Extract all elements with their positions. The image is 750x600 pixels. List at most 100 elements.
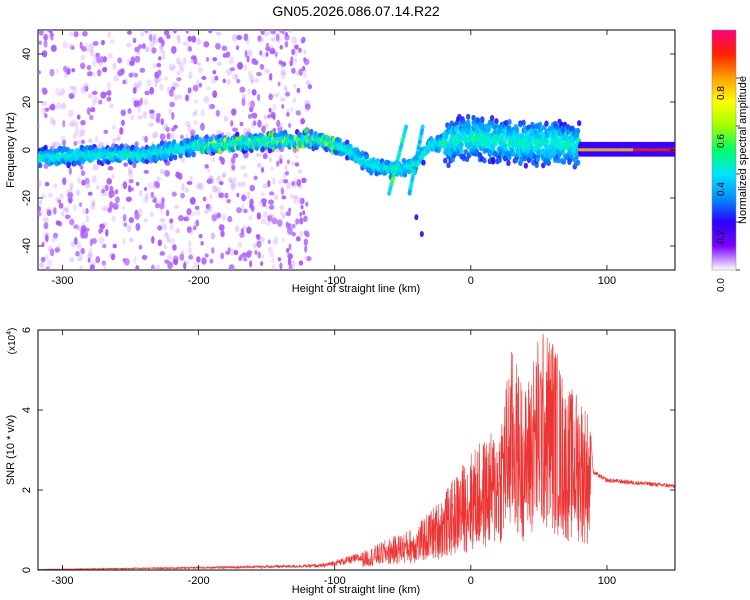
spectrogram-cell (164, 259, 170, 264)
spectrogram-cell (284, 41, 289, 48)
spectrogram-cell (92, 59, 96, 68)
spectrogram-cell (239, 86, 246, 93)
spectrogram-cell (493, 140, 498, 147)
spectrogram-cell (44, 254, 49, 261)
snr-y-ticks: 0 2 4 6 (21, 327, 675, 573)
spectrogram-cell (69, 256, 75, 263)
spectrogram-cell (173, 30, 177, 34)
spectrogram-cell (230, 183, 236, 191)
spectrogram-cell (575, 159, 581, 166)
spectrogram-cell (421, 159, 426, 166)
spectrogram-cell (188, 246, 192, 255)
spectrogram-cell (112, 243, 117, 249)
spectrogram-cell (489, 114, 495, 121)
spectrogram-cell (87, 92, 94, 100)
spectrogram-cell (82, 230, 89, 239)
spectrogram-cell (209, 258, 214, 264)
spectrogram-cell (212, 57, 218, 62)
spectrogram-cell (270, 37, 276, 42)
spectrogram-cell (247, 114, 252, 119)
spectrogram-cell (272, 93, 278, 98)
spectrogram-cell (75, 250, 80, 257)
spectrogram-cell (73, 224, 79, 229)
spectrogram-cell (337, 137, 342, 144)
spectrogram-cell (73, 31, 79, 38)
spectrogram-cell (289, 30, 293, 34)
spectrogram-cell (38, 210, 43, 216)
spectrogram-cell (191, 128, 197, 135)
spectrogram-cell (189, 197, 196, 205)
spectrogram-cell (272, 114, 276, 120)
spectrogram-cell (236, 78, 241, 84)
spectrogram-cell (66, 188, 70, 197)
spectrogram-cell (172, 64, 176, 70)
spectrogram-cell (237, 241, 243, 248)
spectrogram-cell (282, 179, 289, 184)
spectrogram-cell (137, 115, 143, 120)
spectrogram-cell (85, 48, 91, 53)
spectrogram-cell (452, 150, 458, 157)
spectrogram-cell (49, 248, 55, 257)
spectrogram-cell (157, 225, 163, 231)
spectrogram-cell (196, 182, 202, 190)
spectrogram-cell (296, 87, 301, 93)
spectrogram-cell (250, 79, 254, 85)
spectrogram-cell (270, 30, 277, 35)
spectrogram-cell (243, 173, 248, 178)
spectrogram-cell (188, 240, 192, 247)
spectrogram-cell (155, 202, 160, 209)
spectrogram-cell (243, 33, 249, 41)
spectrogram-cell (467, 123, 472, 130)
spectrogram-cell (135, 222, 141, 231)
spectrogram-cell (89, 107, 96, 113)
spectrogram-cell (84, 177, 90, 185)
spectrogram-cell (179, 66, 185, 73)
spectrogram-cell (419, 231, 424, 237)
spectrogram-cell (271, 258, 275, 264)
spectrogram-cell (126, 42, 132, 48)
spectrogram-cell (277, 122, 283, 130)
spectrogram-cell (303, 238, 309, 246)
spectrogram-cell (560, 149, 566, 156)
spectrogram-cell (243, 208, 248, 214)
spectrogram-cell (281, 103, 285, 109)
spectrogram-cell (109, 102, 114, 109)
spectrogram-cell (288, 207, 292, 213)
spectrogram-cell (506, 160, 511, 167)
spectrogram-cell (255, 234, 261, 239)
spectrogram-cell (205, 203, 211, 210)
spectrogram-cell (128, 178, 134, 184)
spectrogram-cell (150, 35, 157, 41)
spectrogram-cell (212, 69, 217, 75)
spectrogram-cell (80, 139, 85, 145)
spectrogram-cell (149, 112, 155, 120)
spectrogram-cell (128, 170, 134, 178)
spectrogram-cell (140, 31, 145, 37)
spectrogram-cell (63, 70, 68, 79)
spectrogram-cell (294, 162, 300, 167)
spectrogram-cell (203, 209, 209, 215)
spectrogram-cell (265, 43, 270, 48)
spectrogram-cell (263, 30, 269, 37)
spectrogram-cell (78, 254, 83, 260)
spectrogram-cell (369, 169, 374, 176)
spectrogram-cell (137, 80, 143, 88)
spectrogram-cell (183, 216, 190, 222)
spectrogram-cell (58, 202, 64, 209)
spectrogram-cell (128, 217, 134, 224)
spectrogram-cell (46, 209, 52, 217)
spectrogram-cell (137, 105, 141, 113)
spectrogram-cell (79, 62, 86, 70)
spectrogram-cell (157, 76, 163, 82)
spectrogram-cell (69, 122, 76, 128)
spectrogram-cell (497, 157, 502, 164)
spectrogram-cell (171, 46, 177, 54)
y-tick-label: 0 (21, 147, 33, 153)
spectrogram-cell (282, 213, 286, 219)
spectrogram-cell (186, 215, 190, 220)
spectrogram-cell (233, 249, 239, 256)
spectrogram-cell (114, 189, 119, 195)
spectrogram-cell (279, 45, 284, 50)
spectrogram-cell (115, 137, 121, 142)
spectrogram-cell (77, 257, 83, 262)
